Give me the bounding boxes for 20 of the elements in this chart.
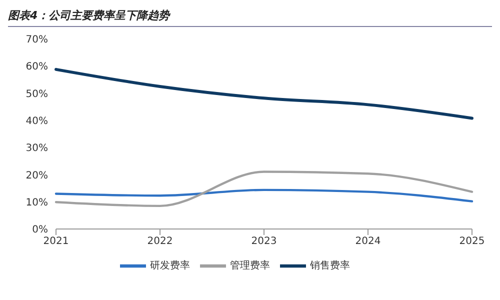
y-tick-label: 70% [26, 34, 48, 46]
legend-label: 销售费率 [310, 260, 350, 272]
x-tick-label: 2025 [459, 236, 485, 248]
line-series [54, 170, 474, 208]
line-series [54, 68, 474, 120]
legend-label: 研发费率 [150, 260, 190, 272]
x-tick-label: 2023 [251, 236, 277, 248]
x-tick-label: 2021 [43, 236, 69, 248]
y-tick-label: 20% [26, 170, 48, 182]
x-tick-label: 2022 [147, 236, 173, 248]
y-tick-label: 30% [26, 143, 48, 154]
y-tick-label: 50% [26, 88, 48, 100]
chart-title: 图表4：公司主要费率呈下降趋势 [8, 8, 492, 27]
x-tick-label: 2024 [355, 236, 381, 248]
y-tick-label: 0% [32, 224, 48, 236]
y-tick-label: 60% [26, 62, 48, 73]
line-series [54, 188, 474, 202]
legend-label: 管理费率 [230, 260, 270, 272]
y-tick-label: 10% [26, 197, 48, 208]
y-tick-label: 40% [26, 116, 48, 127]
